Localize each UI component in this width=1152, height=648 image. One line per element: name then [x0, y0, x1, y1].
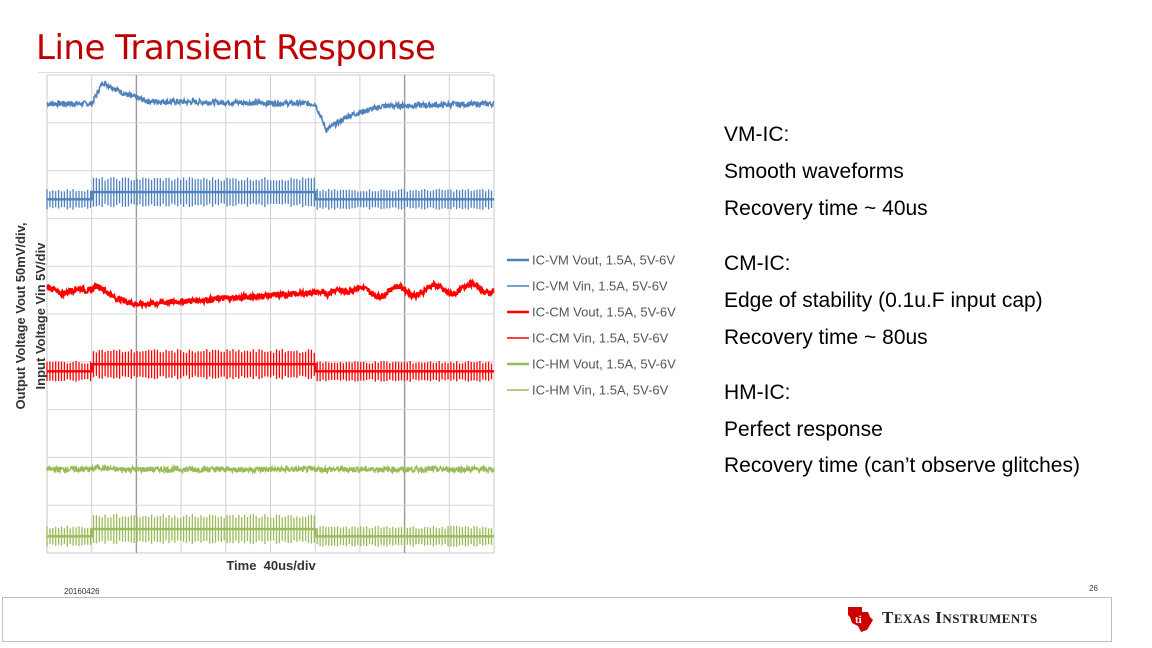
page-number: 26	[1089, 584, 1098, 593]
line-transient-chart: Output Voltage Vout 50mV/div, Input Volt…	[13, 74, 676, 573]
hm-heading: HM-IC:	[724, 381, 791, 404]
trace-1-level	[47, 190, 494, 201]
trace-0	[46, 80, 495, 133]
company-logo: ti TEXAS INSTRUMENTS	[846, 603, 1038, 633]
trace-5-level	[47, 527, 494, 538]
trace-4	[46, 463, 495, 476]
vm-heading: VM-IC:	[724, 123, 790, 146]
y-axis-label-input: Input Voltage Vin 5V/div	[33, 242, 48, 390]
vm-line-1: Smooth waveforms	[724, 160, 904, 183]
cm-heading: CM-IC:	[724, 252, 791, 275]
cm-notes: CM-IC: Edge of stability (0.1u.F input c…	[724, 245, 1134, 356]
legend-label-2: IC-CM Vout, 1.5A, 5V-6V	[532, 305, 676, 320]
x-axis-label: Time 40us/div	[226, 558, 316, 573]
trace-2	[46, 278, 495, 311]
hm-line-2: Recovery time (can’t observe glitches)	[724, 454, 1080, 477]
legend-label-1: IC-VM Vin, 1.5A, 5V-6V	[532, 279, 668, 294]
legend-label-0: IC-VM Vout, 1.5A, 5V-6V	[532, 253, 675, 268]
footer-bar	[2, 597, 1112, 642]
legend-label-5: IC-HM Vin, 1.5A, 5V-6V	[532, 383, 669, 398]
y-axis-label-output: Output Voltage Vout 50mV/div,	[13, 222, 28, 409]
chart-grid	[46, 74, 495, 554]
hm-line-1: Perfect response	[724, 418, 883, 441]
chart-traces	[46, 80, 495, 547]
chart-legend: IC-VM Vout, 1.5A, 5V-6V IC-VM Vin, 1.5A, …	[507, 253, 676, 398]
logo-wordmark: TEXAS INSTRUMENTS	[882, 608, 1038, 627]
legend-label-3: IC-CM Vin, 1.5A, 5V-6V	[532, 331, 669, 346]
slide-title: Line Transient Response	[36, 28, 436, 68]
legend-label-4: IC-HM Vout, 1.5A, 5V-6V	[532, 357, 676, 372]
texas-instruments-logo-icon: ti	[848, 607, 873, 632]
cm-line-1: Edge of stability (0.1u.F input cap)	[724, 289, 1043, 312]
slide-date: 20160426	[64, 587, 100, 596]
hm-notes: HM-IC: Perfect response Recovery time (c…	[724, 374, 1134, 480]
cm-line-2: Recovery time ~ 80us	[724, 326, 928, 349]
trace-3-level	[47, 362, 494, 373]
svg-text:ti: ti	[855, 614, 862, 626]
vm-line-2: Recovery time ~ 40us	[724, 197, 928, 220]
observation-notes: VM-IC: Smooth waveforms Recovery time ~ …	[724, 116, 1134, 498]
title-divider	[38, 72, 490, 73]
vm-notes: VM-IC: Smooth waveforms Recovery time ~ …	[724, 116, 1134, 227]
